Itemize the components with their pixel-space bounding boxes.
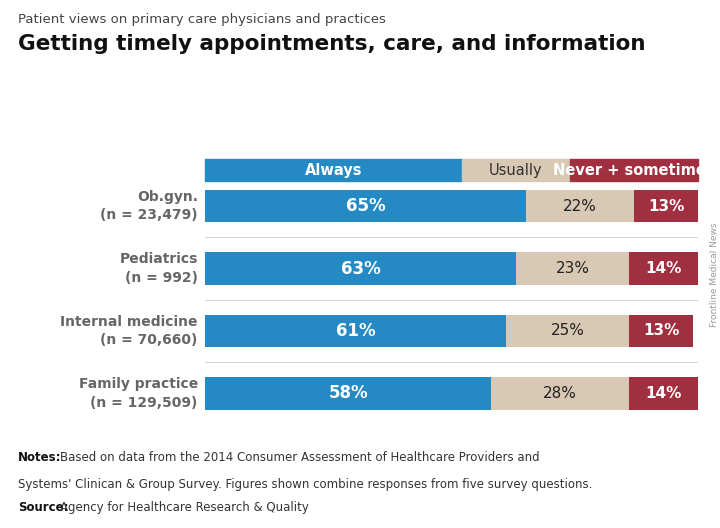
Text: Getting timely appointments, care, and information: Getting timely appointments, care, and i… <box>18 34 646 54</box>
Text: 61%: 61% <box>336 322 375 340</box>
Text: 58%: 58% <box>328 384 368 402</box>
Text: Usually: Usually <box>489 163 543 178</box>
Text: 22%: 22% <box>563 199 597 214</box>
Bar <box>205 315 506 347</box>
Text: Agency for Healthcare Research & Quality: Agency for Healthcare Research & Quality <box>60 501 309 514</box>
Bar <box>629 252 698 285</box>
Text: Frontline Medical News: Frontline Medical News <box>710 222 719 327</box>
Text: 23%: 23% <box>556 261 590 276</box>
Text: 14%: 14% <box>646 261 682 276</box>
Text: Always: Always <box>305 163 362 178</box>
Text: 14%: 14% <box>646 386 682 401</box>
Text: Source:: Source: <box>18 501 68 514</box>
Bar <box>634 190 698 222</box>
Bar <box>516 252 629 285</box>
Bar <box>570 159 698 181</box>
Text: Ob.gyn.
(n = 23,479): Ob.gyn. (n = 23,479) <box>100 190 198 222</box>
Bar <box>506 315 629 347</box>
Text: 63%: 63% <box>341 260 380 278</box>
Bar <box>205 190 526 222</box>
Text: Notes:: Notes: <box>18 451 61 465</box>
Bar <box>462 159 570 181</box>
Text: Internal medicine
(n = 70,660): Internal medicine (n = 70,660) <box>60 315 198 347</box>
Text: Based on data from the 2014 Consumer Assessment of Healthcare Providers and: Based on data from the 2014 Consumer Ass… <box>60 451 539 465</box>
Bar <box>205 377 491 410</box>
Bar <box>629 377 698 410</box>
Bar <box>491 377 629 410</box>
Bar <box>629 315 693 347</box>
Text: Never + sometimes: Never + sometimes <box>554 163 715 178</box>
Text: 13%: 13% <box>643 324 680 338</box>
Bar <box>526 190 634 222</box>
Text: Family practice
(n = 129,509): Family practice (n = 129,509) <box>78 377 198 410</box>
Bar <box>205 252 516 285</box>
Bar <box>205 159 462 181</box>
Text: 65%: 65% <box>346 197 385 215</box>
Text: 25%: 25% <box>551 324 585 338</box>
Text: 28%: 28% <box>544 386 577 401</box>
Text: Pediatrics
(n = 992): Pediatrics (n = 992) <box>120 252 198 285</box>
Text: Patient views on primary care physicians and practices: Patient views on primary care physicians… <box>18 13 386 26</box>
Text: 13%: 13% <box>648 199 685 214</box>
Text: Systems' Clinican & Group Survey. Figures shown combine responses from five surv: Systems' Clinican & Group Survey. Figure… <box>18 478 593 491</box>
